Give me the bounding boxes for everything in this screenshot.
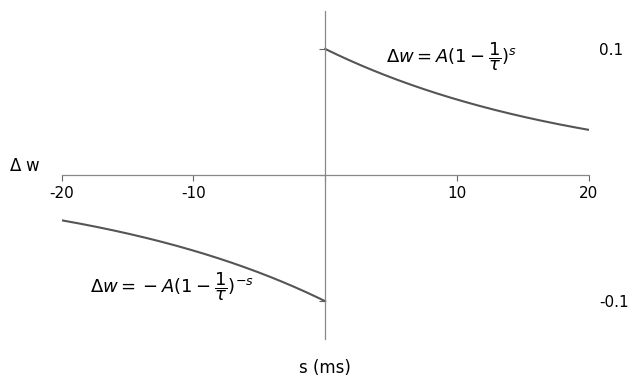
X-axis label: s (ms): s (ms) bbox=[300, 359, 351, 377]
Y-axis label: $\Delta$ w: $\Delta$ w bbox=[9, 157, 40, 175]
Text: $\Delta w = -A(1 - \dfrac{1}{\tau})^{-s}$: $\Delta w = -A(1 - \dfrac{1}{\tau})^{-s}… bbox=[90, 270, 254, 303]
Text: $\Delta w = A(1 - \dfrac{1}{\tau})^{s}$: $\Delta w = A(1 - \dfrac{1}{\tau})^{s}$ bbox=[386, 41, 517, 73]
